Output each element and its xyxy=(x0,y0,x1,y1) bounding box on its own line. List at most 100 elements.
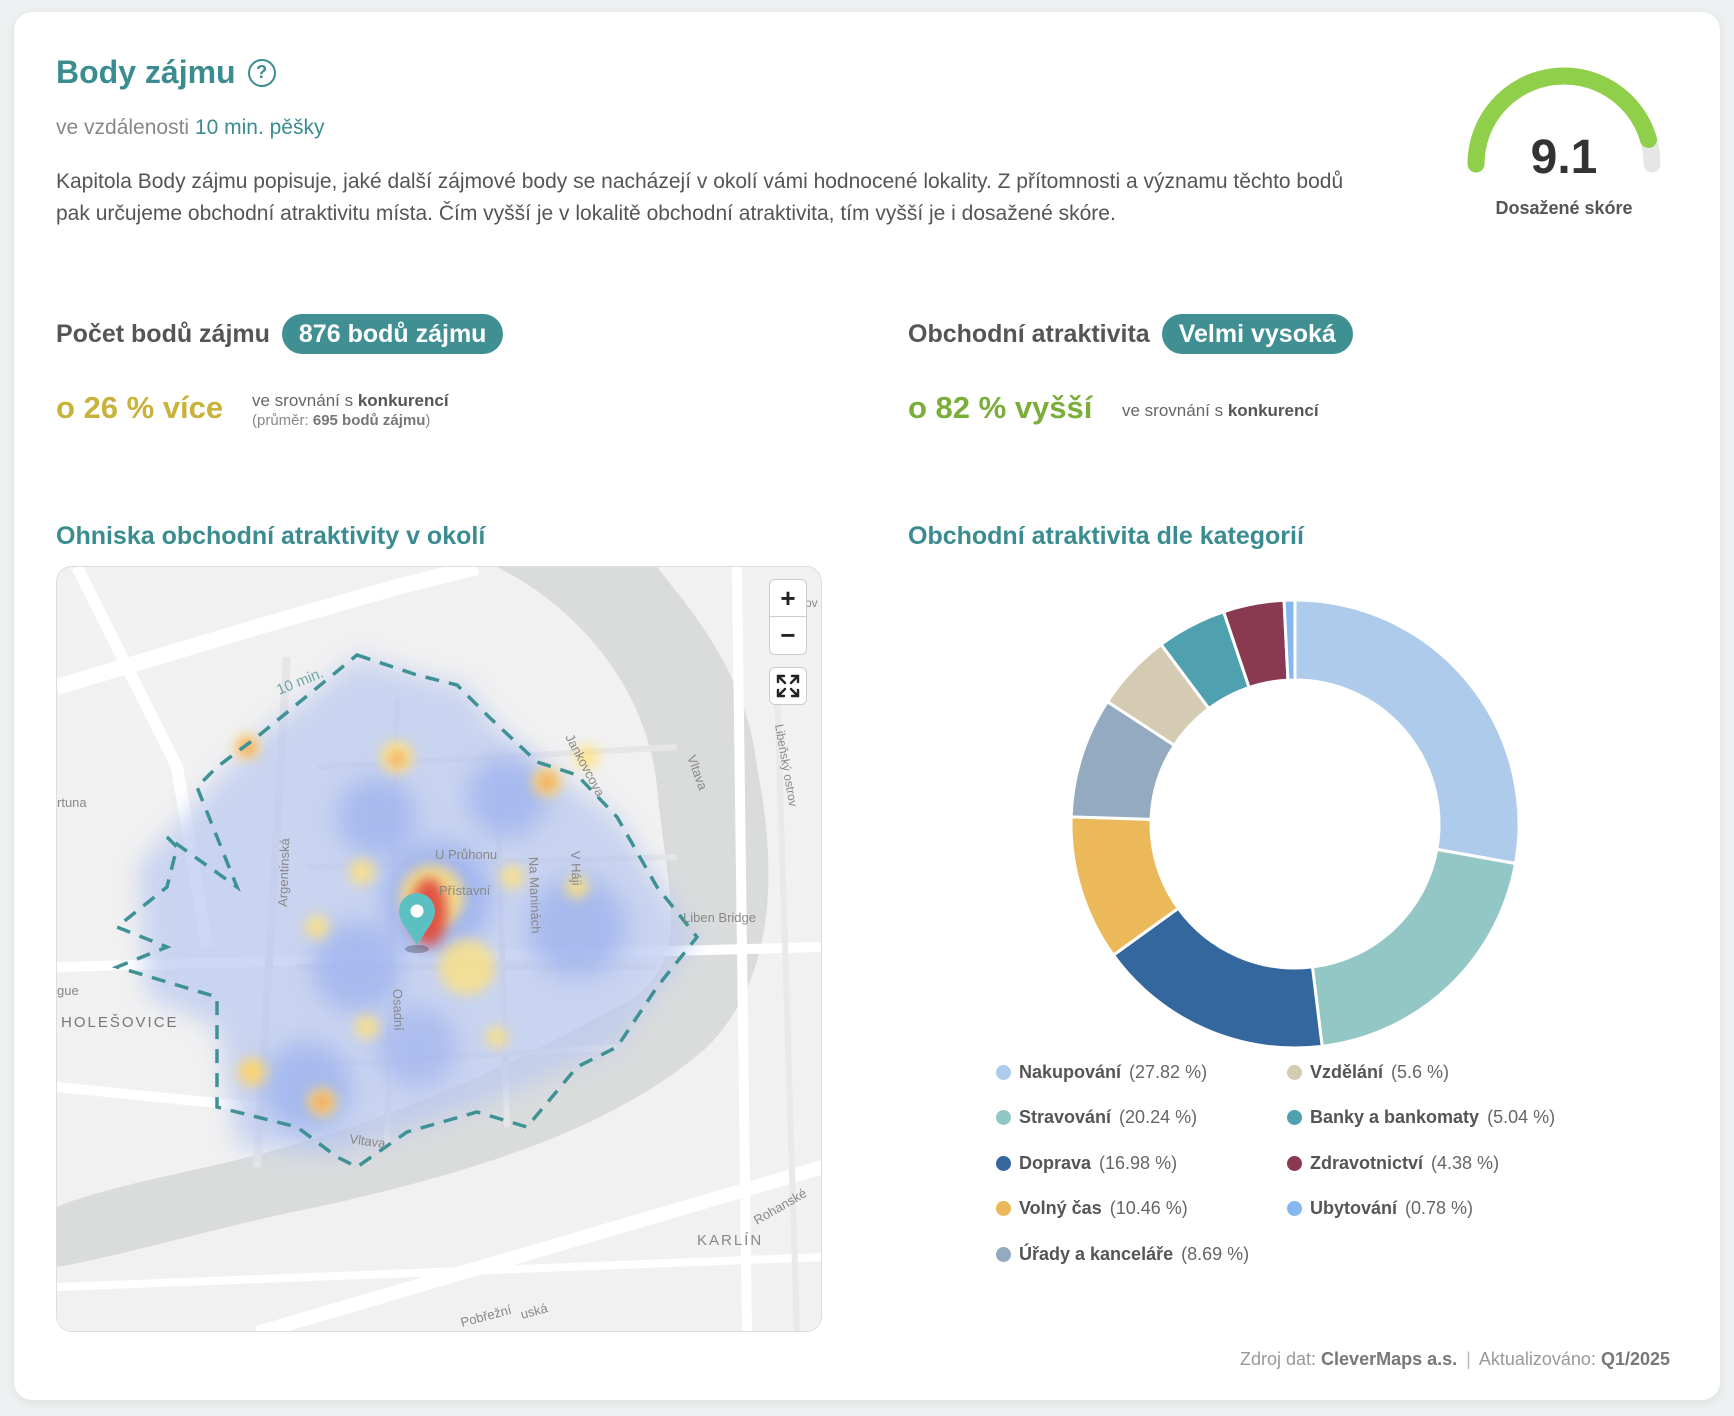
place-partial-gue: gue xyxy=(57,983,79,998)
street-v-haji: V Háji xyxy=(568,851,584,886)
page-title: Body zájmu xyxy=(56,54,236,90)
legend-value: (4.38 %) xyxy=(1431,1153,1500,1173)
footer-separator: | xyxy=(1466,1349,1471,1369)
legend-item[interactable]: Nakupování (27.82 %) xyxy=(996,1062,1207,1083)
poi-count-pill: 876 bodů zájmu xyxy=(281,314,504,354)
isochrone-boundary xyxy=(111,653,700,1170)
score-value: 9.1 xyxy=(1530,131,1598,184)
score-label: Dosažené skóre xyxy=(1495,198,1633,218)
legend-dot xyxy=(996,1156,1011,1171)
poi-count-label: Počet bodů zájmu xyxy=(56,319,270,348)
map-canvas[interactable]: 10 min. HOLEŠOVICE KARLÍN Vltava Vltava … xyxy=(57,567,822,1332)
place-partial-ov: ov xyxy=(805,596,818,610)
legend-value: (20.24 %) xyxy=(1119,1107,1198,1127)
legend-item[interactable]: Doprava (16.98 %) xyxy=(996,1153,1177,1174)
gauge-arc xyxy=(1467,67,1661,173)
donut-slice-2[interactable] xyxy=(1310,847,1518,1049)
data-source-footer: Zdroj dat: CleverMaps a.s. | Aktualizová… xyxy=(1240,1349,1670,1370)
legend-value: (5.6 %) xyxy=(1391,1062,1450,1082)
attractivity-label: Obchodní atraktivita xyxy=(908,319,1150,348)
subtitle-distance: 10 min. pěšky xyxy=(194,116,325,139)
street-partial-uska: uská xyxy=(519,1300,550,1322)
legend-item[interactable]: Ubytování (0.78 %) xyxy=(1287,1198,1473,1219)
street-pristavni: Přístavní xyxy=(439,883,491,898)
attractivity-row: Obchodní atraktivita Velmi vysoká xyxy=(908,314,1353,354)
poi-compare-text: ve srovnání s konkurencí (průměr: 695 bo… xyxy=(252,390,449,429)
donut-slice-9[interactable] xyxy=(1282,598,1297,682)
fullscreen-icon xyxy=(776,674,800,698)
legend-name: Volný čas xyxy=(1019,1198,1102,1218)
legend-item[interactable]: Zdravotnictví (4.38 %) xyxy=(1287,1153,1499,1174)
legend-dot xyxy=(1287,1201,1302,1216)
legend-value: (0.78 %) xyxy=(1405,1198,1474,1218)
legend-item[interactable]: Volný čas (10.46 %) xyxy=(996,1198,1188,1219)
donut-slice-1[interactable] xyxy=(1293,598,1521,866)
heatmap-map[interactable]: 10 min. HOLEŠOVICE KARLÍN Vltava Vltava … xyxy=(56,566,822,1332)
street-argentinska: Argentinská xyxy=(275,837,292,907)
legend-item[interactable]: Banky a bankomaty (5.04 %) xyxy=(1287,1107,1555,1128)
location-pin-icon[interactable] xyxy=(399,893,435,953)
source-label: Zdroj dat: xyxy=(1239,1349,1317,1369)
attractivity-compare-prefix: ve srovnání s xyxy=(1122,401,1224,420)
poi-average-value: 695 bodů zájmu xyxy=(312,412,426,429)
section-header: Body zájmu ? xyxy=(56,54,276,91)
fullscreen-button[interactable] xyxy=(769,667,807,705)
legend-dot xyxy=(1287,1065,1302,1080)
attractivity-compare-value: o 82 % vyšší xyxy=(908,390,1093,425)
place-partial-tuna: rtuna xyxy=(57,795,87,810)
legend-dot xyxy=(996,1110,1011,1125)
legend-value: (8.69 %) xyxy=(1181,1244,1250,1264)
score-gauge: 9.1 Dosažené skóre xyxy=(1434,52,1694,232)
gauge-fill xyxy=(1467,67,1658,173)
updated-value: Q1/2025 xyxy=(1600,1349,1670,1369)
legend-dot xyxy=(996,1065,1011,1080)
district-karlin: KARLÍN xyxy=(697,1232,763,1249)
legend-value: (27.82 %) xyxy=(1129,1062,1208,1082)
legend-name: Zdravotnictví xyxy=(1310,1153,1424,1173)
poi-compare-bold: konkurencí xyxy=(357,391,449,410)
legend-name: Úřady a kanceláře xyxy=(1019,1244,1174,1264)
legend-dot xyxy=(1287,1156,1302,1171)
poi-average-suffix: ) xyxy=(425,412,431,429)
updated-label: Aktualizováno: xyxy=(1478,1349,1596,1369)
river-label-vltava-2: Vltava xyxy=(349,1131,388,1151)
poi-compare-prefix: ve srovnání s xyxy=(252,391,354,410)
zoom-in-button[interactable]: + xyxy=(769,579,807,617)
poi-compare-value: o 26 % více xyxy=(56,390,224,425)
street-u-pruhonu: U Průhonu xyxy=(435,847,497,862)
legend-name: Doprava xyxy=(1019,1153,1092,1173)
poi-average: (průměr: 695 bodů zájmu) xyxy=(252,412,449,429)
legend-value: (5.04 %) xyxy=(1487,1107,1556,1127)
distance-subtitle: ve vzdálenosti 10 min. pěšky xyxy=(56,116,324,140)
help-icon[interactable]: ? xyxy=(247,58,276,87)
legend-dot xyxy=(996,1201,1011,1216)
legend-dot xyxy=(1287,1110,1302,1125)
category-donut-chart xyxy=(1069,598,1521,1050)
legend-name: Vzdělání xyxy=(1310,1062,1384,1082)
legend-name: Ubytování xyxy=(1310,1198,1398,1218)
poi-average-prefix: (průměr: xyxy=(252,412,309,429)
legend-value: (10.46 %) xyxy=(1109,1198,1188,1218)
legend-name: Nakupování xyxy=(1019,1062,1122,1082)
legend-item[interactable]: Stravování (20.24 %) xyxy=(996,1107,1197,1128)
liben-bridge-label: Liben Bridge xyxy=(683,910,756,925)
attractivity-compare-bold: konkurencí xyxy=(1227,401,1319,420)
district-holesovice: HOLEŠOVICE xyxy=(61,1014,179,1031)
zoom-out-button[interactable]: − xyxy=(769,617,807,655)
legend-value: (16.98 %) xyxy=(1099,1153,1178,1173)
street-osadni: Osadní xyxy=(390,989,406,1032)
heatmap-blobs xyxy=(262,757,627,1132)
legend-name: Banky a bankomaty xyxy=(1310,1107,1480,1127)
legend-name: Stravování xyxy=(1019,1107,1112,1127)
attractivity-compare-text: ve srovnání s konkurencí xyxy=(1122,400,1319,422)
street-na-maninach: Na Maninách xyxy=(526,857,544,934)
legend-dot xyxy=(996,1247,1011,1262)
map-section-title: Ohniska obchodní atraktivity v okolí xyxy=(56,522,486,550)
attractivity-pill: Velmi vysoká xyxy=(1161,314,1353,354)
chapter-description: Kapitola Body zájmu popisuje, jaké další… xyxy=(56,170,1344,225)
source-value: CleverMaps a.s. xyxy=(1321,1349,1458,1369)
legend-item[interactable]: Vzdělání (5.6 %) xyxy=(1287,1062,1449,1083)
chart-section-title: Obchodní atraktivita dle kategorií xyxy=(908,522,1304,550)
poi-count-row: Počet bodů zájmu 876 bodů zájmu xyxy=(56,314,504,354)
legend-item[interactable]: Úřady a kanceláře (8.69 %) xyxy=(996,1244,1249,1265)
